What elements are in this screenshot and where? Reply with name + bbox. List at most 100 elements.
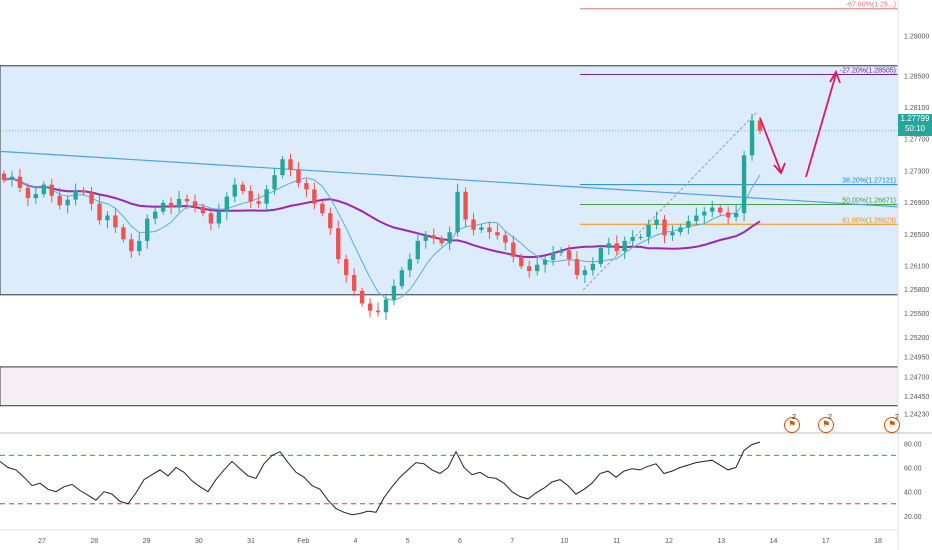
- trendline[interactable]: [0, 150, 899, 208]
- candle-body: [296, 169, 301, 184]
- fib-level-label: -27.20%(1.28505): [840, 67, 896, 74]
- time-tick-label: 17: [822, 538, 830, 545]
- candle-body: [519, 256, 524, 267]
- candle-body: [272, 175, 277, 190]
- candle-body: [264, 189, 269, 204]
- event-count: 2: [895, 414, 899, 421]
- candle-body: [81, 190, 86, 193]
- candle-body: [145, 218, 150, 241]
- event-flag-icon[interactable]: ⚑: [818, 417, 834, 433]
- candle-body: [375, 310, 381, 313]
- candle-body: [479, 227, 484, 230]
- price-tick-label: 1.27300: [904, 168, 929, 175]
- candle-body: [328, 213, 333, 229]
- event-flag-icon[interactable]: ⚑: [784, 417, 800, 433]
- candle-body: [527, 266, 532, 272]
- fib-level-label: 50.00%(1.26871): [842, 197, 896, 204]
- lower-box[interactable]: [0, 366, 899, 407]
- candle-body: [248, 190, 253, 202]
- time-tick-label: 29: [143, 538, 151, 545]
- candle-body: [741, 155, 747, 214]
- candle-body: [97, 203, 102, 221]
- candle-body: [733, 213, 739, 218]
- forecast-down-arrow: [759, 117, 782, 173]
- candle-body: [65, 199, 70, 206]
- price-tick-label: 1.28100: [904, 105, 929, 112]
- candle-body: [359, 290, 365, 304]
- candle-body: [757, 120, 763, 131]
- candle-body: [654, 219, 659, 226]
- time-tick-label: 14: [770, 538, 778, 545]
- price-tick-label: 1.24950: [904, 355, 929, 362]
- candle-body: [200, 206, 206, 214]
- candle-body: [455, 191, 460, 233]
- candle-body: [662, 219, 667, 236]
- price-axis[interactable]: 1.29000 1.28500 1.28100 1.27700 1.27300 1.269…: [904, 34, 929, 419]
- time-tick-label: Feb: [297, 538, 309, 545]
- candle-body: [678, 227, 683, 233]
- price-tick-label: 1.27700: [904, 137, 929, 144]
- range-box[interactable]: [0, 65, 899, 296]
- candle-body: [702, 211, 707, 216]
- time-tick-label: 6: [458, 538, 462, 545]
- candle-body: [160, 202, 166, 212]
- candle-body: [407, 259, 413, 271]
- forecast-up-arrowhead: [829, 69, 841, 84]
- candle-body: [463, 191, 468, 220]
- candle-body: [694, 215, 699, 222]
- candle-body: [718, 207, 723, 213]
- candle-body: [351, 274, 357, 291]
- candle-body: [129, 239, 134, 252]
- candle-body: [1, 173, 7, 180]
- candle-body: [216, 211, 222, 224]
- candle-body: [391, 286, 397, 300]
- forecast-up-arrow: [805, 73, 837, 178]
- candle-body: [725, 212, 731, 218]
- candle-body: [232, 184, 237, 197]
- candle-body: [280, 159, 285, 176]
- candle-body: [495, 232, 500, 236]
- time-tick-label: 30: [195, 538, 203, 545]
- fib-level-label: -67.80%(1.29...): [846, 2, 896, 9]
- time-tick-label: 31: [247, 538, 255, 545]
- current-price-value: 1.27799: [900, 114, 930, 123]
- candle-body: [534, 264, 540, 272]
- candle-body: [487, 227, 492, 233]
- candle-body: [415, 240, 420, 260]
- candle-body: [25, 187, 31, 199]
- candle-body: [224, 196, 230, 212]
- candle-body: [304, 183, 309, 190]
- time-tick-label: 13: [717, 538, 725, 545]
- countdown-value: 50:10: [904, 124, 926, 133]
- rsi-line: [0, 441, 761, 516]
- candle-body: [192, 201, 198, 207]
- fibonacci-levels[interactable]: -67.80%(1.29...) -27.20%(1.28505) 38.20%(1…: [580, 2, 898, 225]
- candle-body: [606, 243, 611, 249]
- candle-body: [431, 235, 436, 239]
- candle-body: [367, 303, 373, 311]
- time-tick-label: 4: [354, 538, 358, 545]
- candle-body: [670, 232, 675, 236]
- rsi-tick-label: 40.00: [904, 490, 922, 497]
- candle-body: [646, 225, 651, 237]
- candle-body: [710, 207, 715, 212]
- candle-body: [256, 201, 261, 204]
- candle-body: [423, 235, 428, 241]
- candle-body: [288, 159, 293, 170]
- candle-body: [208, 213, 214, 224]
- candle-body: [89, 192, 94, 204]
- candlesticks: [1, 113, 763, 321]
- candle-body: [622, 240, 627, 252]
- event-flag-icon[interactable]: ⚑: [884, 417, 900, 433]
- price-tick-label: 1.25200: [904, 335, 929, 342]
- candle-body: [49, 184, 54, 196]
- time-axis[interactable]: 27 28 29 30 31 Feb 4 5 6 7 10 11 12 13 14 17 18: [38, 538, 882, 545]
- rsi-axis[interactable]: 80.00 60.00 40.00 20.00: [904, 441, 922, 521]
- candle-body: [566, 250, 572, 260]
- price-tick-label: 1.26900: [904, 200, 929, 207]
- candle-body: [17, 176, 23, 188]
- candle-body: [121, 227, 126, 240]
- price-tick-label: 1.24450: [904, 394, 929, 401]
- price-tick-label: 1.28500: [904, 73, 929, 80]
